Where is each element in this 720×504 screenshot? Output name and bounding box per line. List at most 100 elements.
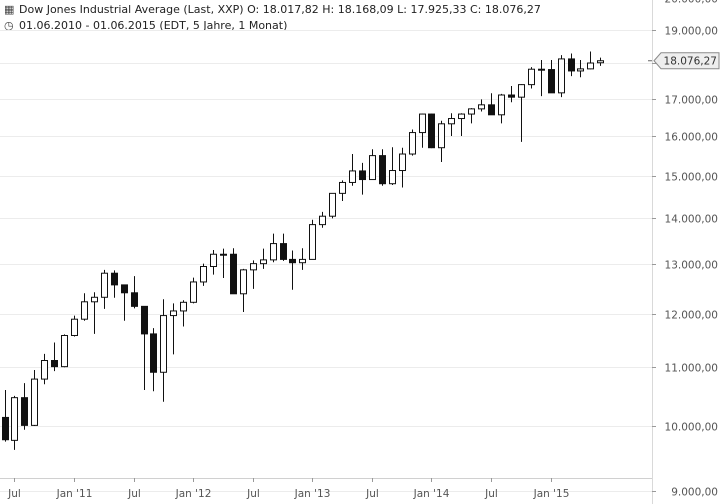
candle-body-up — [31, 378, 38, 426]
candle-body-down — [568, 58, 575, 72]
candle — [200, 263, 207, 286]
candle — [369, 149, 376, 181]
candle — [260, 248, 267, 269]
candle-body-up — [200, 266, 207, 283]
x-tick-label: Jan '11 — [56, 488, 93, 500]
candle-body-down — [21, 397, 28, 426]
y-tick-label: 14.000,00 — [665, 214, 718, 226]
candle — [538, 59, 545, 97]
candle-body-down — [150, 333, 157, 373]
candle — [458, 113, 465, 137]
candle — [11, 395, 18, 450]
candle-body-up — [577, 68, 584, 72]
candle — [21, 383, 28, 430]
candle — [389, 147, 396, 185]
candle-body-up — [220, 253, 227, 256]
candle — [558, 55, 565, 98]
candle — [548, 59, 555, 94]
candle-body-up — [260, 259, 267, 265]
candle-body-up — [319, 215, 326, 226]
candle-body-up — [11, 397, 18, 441]
candle — [349, 154, 356, 186]
candle — [230, 248, 237, 295]
candle-body-up — [309, 224, 316, 260]
candle-body-up — [190, 281, 197, 303]
candle-body-up — [468, 108, 475, 115]
candle — [220, 248, 227, 279]
candle — [409, 129, 416, 156]
candle — [91, 292, 98, 334]
candle — [190, 277, 197, 304]
candle-body-up — [448, 118, 455, 125]
candle-body-up — [349, 170, 356, 183]
candle-body-up — [329, 192, 336, 217]
candles-layer — [2, 51, 604, 450]
candle — [71, 315, 78, 337]
candle-body-up — [369, 155, 376, 181]
y-tick-label: 17.000,00 — [665, 95, 718, 107]
quote-summary: Dow Jones Industrial Average (Last, XXP)… — [19, 3, 541, 16]
candle — [121, 284, 128, 321]
x-tick-label: Jan '13 — [294, 488, 331, 500]
candle-body-up — [101, 272, 108, 298]
candle-body-up — [409, 132, 416, 155]
candle — [498, 93, 505, 124]
candle — [319, 211, 326, 228]
candle-body-up — [419, 113, 426, 134]
candle-body-down — [141, 305, 148, 335]
candle-body-up — [61, 334, 68, 368]
candle — [61, 334, 68, 368]
candle — [419, 113, 426, 148]
x-tick-label: Jan '15 — [533, 488, 570, 500]
candle — [240, 268, 247, 312]
candle — [280, 233, 287, 261]
candle — [150, 328, 157, 392]
last-price-label: 18.076,27 — [664, 56, 717, 68]
candle-body-up — [498, 94, 505, 116]
candle-body-down — [2, 416, 9, 441]
candle — [339, 180, 346, 202]
candle — [428, 113, 435, 149]
candle — [299, 248, 306, 270]
candle — [141, 305, 148, 391]
candle — [528, 67, 535, 89]
candle-body-down — [121, 284, 128, 294]
candle-body-up — [597, 60, 604, 64]
candle — [568, 53, 575, 77]
candle-body-up — [478, 104, 485, 110]
y-tick-label: 12.000,00 — [665, 310, 718, 322]
candle — [518, 84, 525, 142]
candle-body-down — [538, 68, 545, 71]
y-tick-label: 19.000,00 — [665, 26, 718, 38]
candle-body-down — [289, 258, 296, 264]
candle — [329, 192, 336, 219]
candle-body-up — [389, 170, 396, 185]
candle-body-up — [240, 269, 247, 295]
candle — [587, 51, 594, 70]
candle-body-up — [558, 58, 565, 94]
candle-body-up — [81, 301, 88, 320]
candle-body-down — [379, 155, 386, 185]
candle-body-up — [518, 84, 525, 98]
candle-body-up — [438, 123, 445, 149]
x-tick-label: Jan '14 — [413, 488, 450, 500]
candle — [51, 342, 58, 372]
y-tick-label: 20.000,00 — [665, 0, 718, 6]
candle-body-up — [339, 181, 346, 194]
candle — [210, 250, 217, 275]
x-tick-label: Jul — [246, 488, 260, 500]
candle-body-up — [71, 318, 78, 336]
candle — [597, 57, 604, 66]
candle-body-up — [170, 310, 177, 317]
y-axis: 9.000,00 10.000,00 11.000,00 12.000,00 13.00… — [652, 0, 718, 499]
x-tick-label: Jan '12 — [175, 488, 212, 500]
date-range: 01.06.2010 - 01.06.2015 (EDT, 5 Jahre, 1… — [19, 19, 288, 32]
x-tick-label: Jul — [365, 488, 379, 500]
last-price-marker: 18.076,27 — [648, 52, 720, 70]
candle — [180, 300, 187, 327]
candle-body-up — [41, 360, 48, 380]
candle — [250, 260, 257, 289]
candle — [81, 293, 88, 321]
candle-body-up — [250, 263, 257, 271]
